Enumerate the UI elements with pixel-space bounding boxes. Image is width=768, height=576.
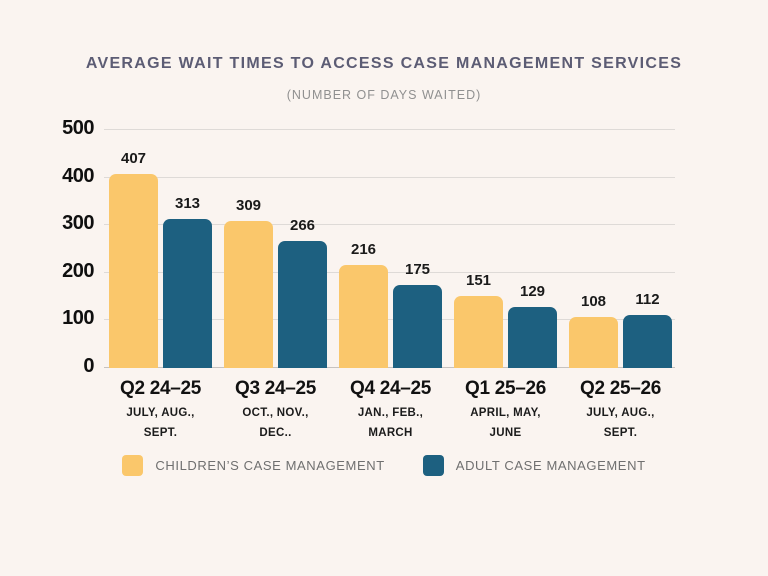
x-category-quarter-label: Q4 24–25	[349, 378, 432, 399]
gridline: 300	[62, 212, 675, 234]
bar-children-s-case-management: 216	[339, 241, 388, 368]
x-axis-baseline: 0	[83, 355, 675, 377]
bars-row: 407 313 309 266 216 175 151 129 108 112	[109, 150, 672, 368]
bar-adult-case-management: 112	[623, 291, 672, 368]
legend-item-adult-case-management: ADULT CASE MANAGEMENT	[422, 455, 646, 476]
bar-value-label: 129	[519, 282, 546, 300]
bar-children-s-case-management: 151	[454, 272, 503, 368]
y-axis-tick-label: 100	[62, 307, 94, 330]
x-axis-category: Q3 24–25 OCT., NOV., DEC..	[224, 378, 327, 443]
y-axis-tick-label: 500	[62, 117, 94, 139]
x-axis-category: Q4 24–25 JAN., FEB., MARCH	[339, 378, 442, 443]
y-axis-tick-label: 200	[62, 259, 94, 282]
bar-value-label: 108	[580, 292, 607, 310]
x-category-months-label: JULY, AUG., SEPT.	[586, 407, 655, 439]
y-axis-tick-label: 0	[83, 355, 94, 377]
bar-value-label: 266	[289, 217, 316, 235]
legend-item-label: CHILDREN’S CASE MANAGEMENT	[155, 458, 385, 473]
bar-adult-case-management: 313	[163, 195, 212, 368]
bar-group: 407 313	[109, 150, 212, 368]
bar-adult-case-management: 129	[508, 283, 557, 368]
x-category-quarter-label: Q3 24–25	[234, 378, 317, 399]
y-axis-tick-label: 300	[62, 212, 94, 235]
bar-children-s-case-management: 309	[224, 197, 273, 368]
x-category-months-label: JAN., FEB., MARCH	[357, 407, 424, 439]
bar-value-label: 175	[404, 260, 431, 278]
x-category-quarter-label: Q1 25–26	[464, 378, 547, 399]
gridline: 400	[62, 165, 675, 187]
x-category-months-label: APRIL, MAY, JUNE	[470, 407, 541, 439]
bar-group: 216 175	[339, 241, 442, 368]
bar-adult-case-management: 266	[278, 217, 327, 368]
legend-item-label: ADULT CASE MANAGEMENT	[455, 458, 646, 473]
legend-color-swatch	[122, 455, 144, 476]
x-category-quarter-label: Q2 24–25	[119, 378, 202, 399]
x-category-months-label: JULY, AUG., SEPT.	[126, 407, 195, 439]
chart-subtitle: (NUMBER OF DAYS WAITED)	[286, 88, 482, 102]
legend-color-swatch	[422, 455, 444, 476]
y-axis-tick-label: 400	[62, 164, 94, 187]
bar-value-label: 407	[120, 150, 147, 168]
bar-group: 309 266	[224, 197, 327, 368]
x-category-months-label: OCT., NOV., DEC..	[242, 407, 309, 439]
bar-adult-case-management: 175	[393, 261, 442, 368]
bar-value-label: 313	[174, 195, 201, 213]
bar-value-label: 151	[465, 272, 492, 290]
bar-value-label: 112	[635, 290, 660, 308]
x-category-quarter-label: Q2 25–26	[579, 378, 662, 399]
gridline: 100	[62, 307, 675, 329]
legend: CHILDREN’S CASE MANAGEMENT ADULT CASE MAN…	[0, 455, 768, 476]
legend-item-children-s-case-management: CHILDREN’S CASE MANAGEMENT	[122, 455, 384, 476]
x-axis-category: Q1 25–26 APRIL, MAY, JUNE	[454, 378, 557, 443]
x-axis-category: Q2 24–25 JULY, AUG., SEPT.	[109, 378, 212, 443]
x-axis-category: Q2 25–26 JULY, AUG., SEPT.	[569, 378, 672, 443]
gridline: 200	[62, 260, 675, 282]
bar-group: 151 129	[454, 272, 557, 368]
chart-title: AVERAGE WAIT TIMES TO ACCESS CASE MANAGE…	[85, 55, 683, 72]
bar-value-label: 216	[350, 241, 377, 259]
plot-area: 0 100 200 300 400 500 407 313 309 266 216 175 151 129…	[62, 117, 675, 377]
bar-value-label: 309	[235, 196, 262, 214]
bar-group: 108 112	[569, 291, 672, 368]
x-axis-labels: Q2 24–25 JULY, AUG., SEPT. Q3 24–25 OCT., NO…	[109, 378, 672, 443]
bar-children-s-case-management: 108	[569, 293, 618, 368]
bar-children-s-case-management: 407	[109, 150, 158, 368]
gridline: 500	[62, 117, 675, 139]
